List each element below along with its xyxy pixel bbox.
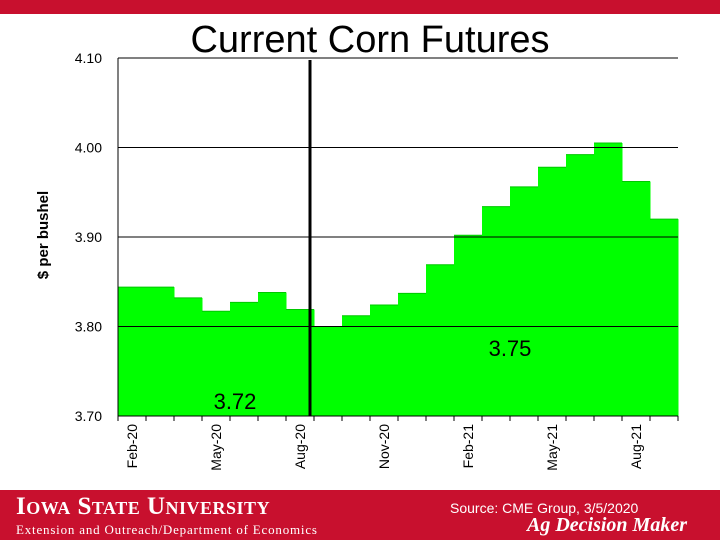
top-accent-bar	[0, 0, 720, 14]
bar	[650, 219, 679, 416]
x-tick-label: Feb-20	[124, 424, 140, 469]
bar	[594, 143, 623, 416]
bar	[342, 315, 371, 416]
footer-bar: Iowa State University Extension and Outr…	[0, 490, 720, 540]
bar	[258, 292, 287, 416]
bar	[426, 264, 455, 416]
bar	[398, 293, 427, 416]
bar	[314, 326, 343, 416]
x-tick-label: May-21	[544, 424, 560, 471]
x-tick-label: Aug-21	[628, 424, 644, 469]
x-tick-label: Nov-20	[376, 424, 392, 469]
y-tick-label: 3.80	[75, 319, 102, 335]
bar	[538, 167, 567, 416]
bar	[482, 206, 511, 416]
department-line: Extension and Outreach/Department of Eco…	[16, 522, 318, 537]
x-tick-label: May-20	[208, 424, 224, 471]
source-note: Source: CME Group, 3/5/2020	[450, 500, 639, 516]
price-annotation: 3.72	[214, 389, 257, 414]
bar	[510, 186, 539, 416]
corn-futures-chart: 3.70 3.80 3.90 4.00 4.10 Feb-20 May-20 Aug-20 No…	[35, 50, 679, 471]
slide-title: Current Corn Futures	[190, 19, 550, 61]
bar	[146, 287, 175, 416]
y-axis-title: $ per bushel	[35, 191, 52, 279]
y-tick-label: 3.70	[75, 408, 102, 424]
bar	[566, 154, 595, 416]
bar	[202, 311, 231, 416]
x-tick-label: Feb-21	[460, 424, 476, 469]
price-annotation: 3.75	[489, 336, 532, 361]
y-tick-label: 4.10	[75, 50, 102, 66]
bar	[370, 305, 399, 416]
bar	[118, 287, 147, 416]
bar	[622, 181, 651, 416]
bar	[454, 235, 483, 416]
bar	[174, 297, 203, 416]
bar	[230, 302, 259, 416]
y-tick-label: 3.90	[75, 229, 102, 245]
x-tick-label: Aug-20	[292, 424, 308, 469]
y-tick-label: 4.00	[75, 140, 102, 156]
brand-name: Ag Decision Maker	[527, 514, 687, 536]
university-wordmark: Iowa State University	[16, 493, 271, 520]
